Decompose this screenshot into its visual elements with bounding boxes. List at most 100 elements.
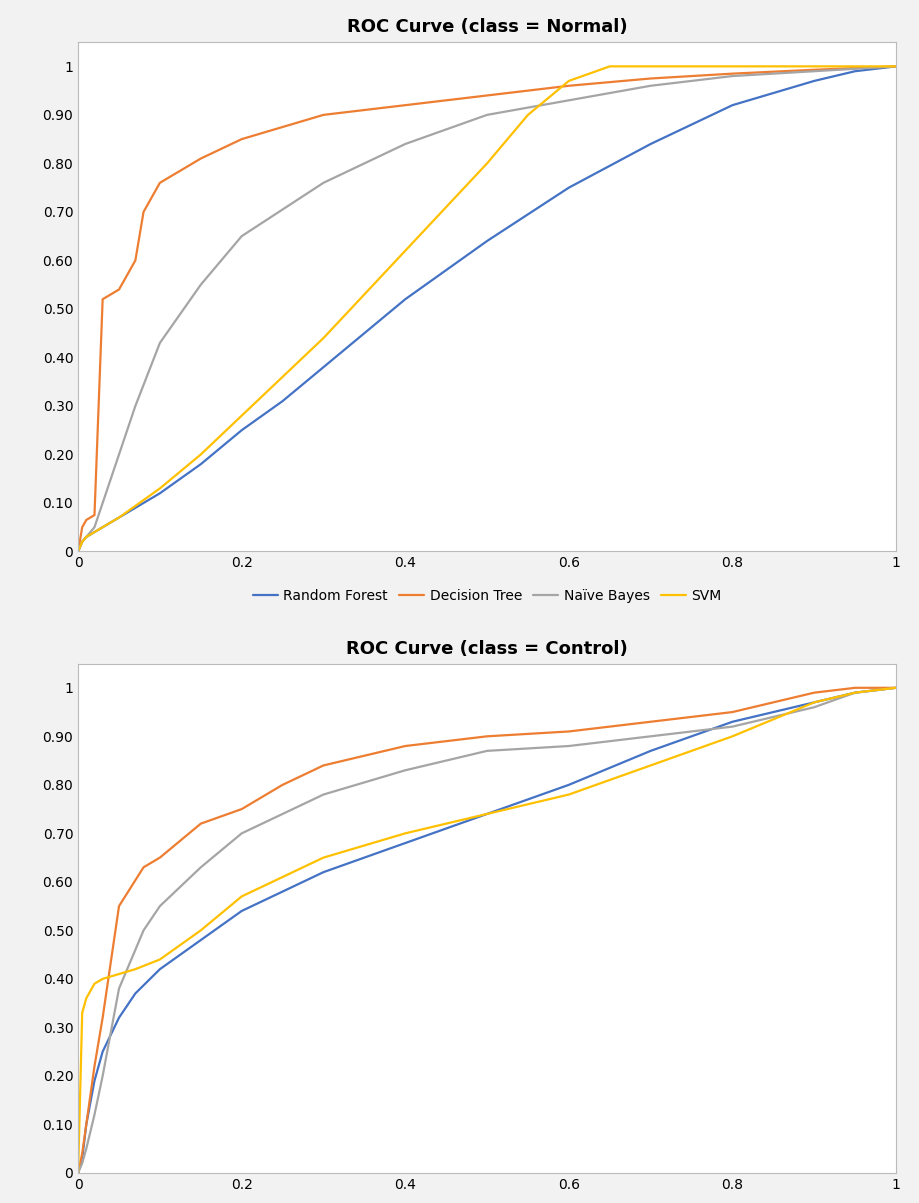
Random Forest <box>73 544 84 558</box>
Random Forest <box>278 393 289 408</box>
Random Forest <box>318 865 329 879</box>
Title: ROC Curve (class = Control): ROC Curve (class = Control) <box>346 640 628 658</box>
Decision Tree <box>318 758 329 772</box>
Line: Random Forest: Random Forest <box>78 66 896 551</box>
Line: Naïve Bayes: Naïve Bayes <box>78 66 896 551</box>
Legend: Random Forest, Decision Tree, Naïve Bayes, SVM: Random Forest, Decision Tree, Naïve Baye… <box>253 589 721 603</box>
Decision Tree <box>97 1011 108 1025</box>
Random Forest <box>727 97 738 112</box>
SVM <box>89 525 100 539</box>
Naïve Bayes <box>400 137 411 152</box>
Naïve Bayes <box>727 719 738 734</box>
Naïve Bayes <box>76 534 87 549</box>
Random Forest <box>89 1073 100 1088</box>
Random Forest <box>400 292 411 307</box>
Decision Tree <box>89 508 100 522</box>
Decision Tree <box>81 512 92 527</box>
Random Forest <box>81 1118 92 1132</box>
Random Forest <box>727 715 738 729</box>
Naïve Bayes <box>114 982 125 996</box>
Naïve Bayes <box>73 1166 84 1180</box>
Decision Tree <box>236 132 247 147</box>
SVM <box>73 1166 84 1180</box>
Naïve Bayes <box>849 686 860 700</box>
Random Forest <box>849 64 860 78</box>
Decision Tree <box>154 176 165 190</box>
Random Forest <box>76 1151 87 1166</box>
Random Forest <box>89 525 100 539</box>
Line: Naïve Bayes: Naïve Bayes <box>78 688 896 1173</box>
Line: SVM: SVM <box>78 688 896 1173</box>
Decision Tree <box>76 520 87 534</box>
Naïve Bayes <box>727 69 738 83</box>
Decision Tree <box>195 817 206 831</box>
SVM <box>114 510 125 525</box>
Naïve Bayes <box>645 78 656 93</box>
Decision Tree <box>849 681 860 695</box>
Naïve Bayes <box>400 763 411 777</box>
Naïve Bayes <box>195 860 206 875</box>
Random Forest <box>97 1044 108 1059</box>
Random Forest <box>73 1166 84 1180</box>
Decision Tree <box>138 205 149 219</box>
Decision Tree <box>482 729 493 743</box>
Naïve Bayes <box>482 743 493 758</box>
Naïve Bayes <box>81 1142 92 1156</box>
SVM <box>81 991 92 1006</box>
Naïve Bayes <box>809 700 820 715</box>
Naïve Bayes <box>73 544 84 558</box>
Random Forest <box>482 233 493 248</box>
Naïve Bayes <box>195 278 206 292</box>
Naïve Bayes <box>809 64 820 78</box>
Random Forest <box>645 137 656 152</box>
SVM <box>645 758 656 772</box>
Decision Tree <box>809 63 820 77</box>
Random Forest <box>891 59 902 73</box>
Naïve Bayes <box>97 496 108 510</box>
SVM <box>891 681 902 695</box>
Random Forest <box>97 520 108 534</box>
Decision Tree <box>76 1146 87 1161</box>
SVM <box>891 59 902 73</box>
SVM <box>236 409 247 423</box>
Decision Tree <box>195 152 206 166</box>
Random Forest <box>236 903 247 918</box>
Random Forest <box>318 360 329 374</box>
SVM <box>195 448 206 462</box>
Decision Tree <box>400 739 411 753</box>
Decision Tree <box>482 88 493 102</box>
Decision Tree <box>891 681 902 695</box>
Naïve Bayes <box>563 739 574 753</box>
Line: Decision Tree: Decision Tree <box>78 688 896 1173</box>
Decision Tree <box>114 899 125 913</box>
Random Forest <box>809 73 820 88</box>
Decision Tree <box>563 724 574 739</box>
Decision Tree <box>138 860 149 875</box>
Decision Tree <box>809 686 820 700</box>
SVM <box>358 288 369 302</box>
Naïve Bayes <box>563 93 574 107</box>
SVM <box>318 851 329 865</box>
Decision Tree <box>81 1118 92 1132</box>
Random Forest <box>130 986 141 1001</box>
Decision Tree <box>645 715 656 729</box>
Random Forest <box>645 743 656 758</box>
Naïve Bayes <box>154 899 165 913</box>
SVM <box>563 73 574 88</box>
Naïve Bayes <box>138 923 149 937</box>
Decision Tree <box>727 66 738 81</box>
SVM <box>81 529 92 544</box>
Random Forest <box>130 500 141 515</box>
SVM <box>130 962 141 977</box>
Naïve Bayes <box>891 681 902 695</box>
Random Forest <box>195 457 206 472</box>
Random Forest <box>891 681 902 695</box>
SVM <box>522 107 533 122</box>
Naïve Bayes <box>645 729 656 743</box>
Naïve Bayes <box>89 520 100 534</box>
Random Forest <box>849 686 860 700</box>
Decision Tree <box>236 802 247 817</box>
SVM <box>605 59 616 73</box>
SVM <box>89 977 100 991</box>
Naïve Bayes <box>76 1156 87 1171</box>
